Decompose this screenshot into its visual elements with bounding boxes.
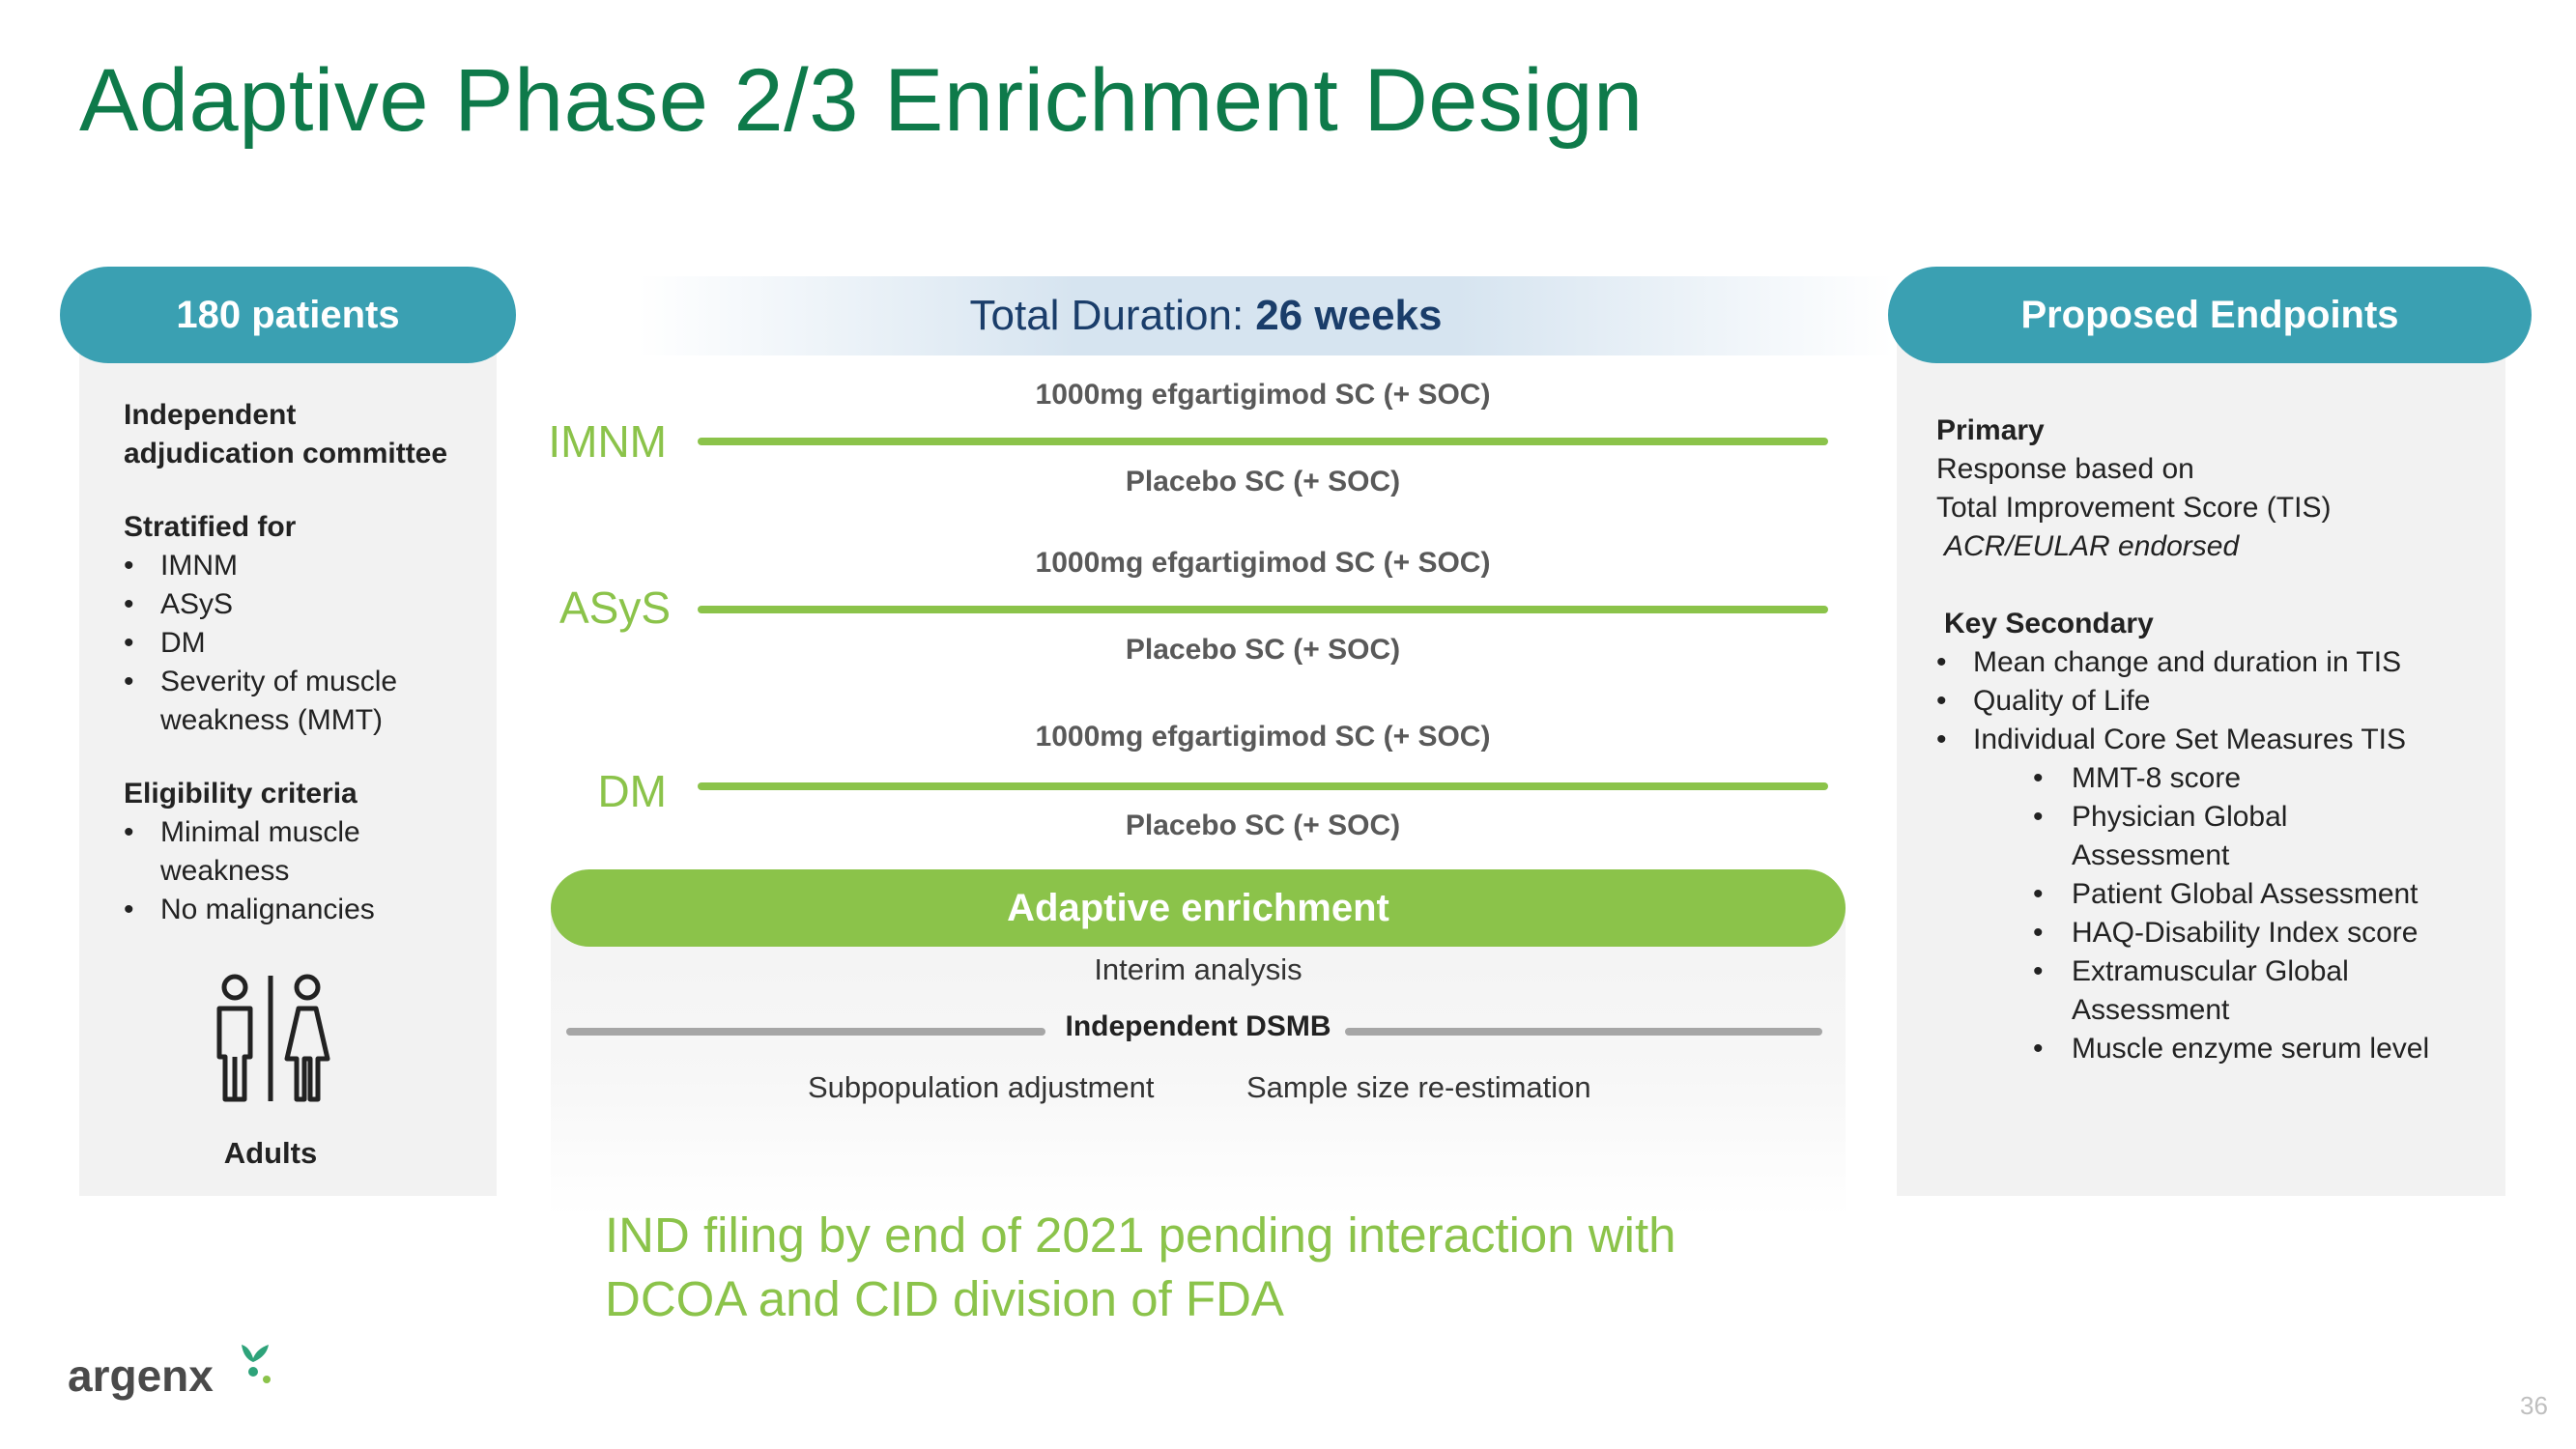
- patients-pill: 180 patients: [60, 267, 516, 363]
- list-item: IMNM: [124, 547, 481, 585]
- secondary-list: Mean change and duration in TIS Quality …: [1936, 643, 2497, 759]
- dsmb-label: Independent DSMB: [1065, 1010, 1331, 1042]
- committee-line: adjudication committee: [124, 438, 448, 469]
- argenx-logo: argenx: [68, 1345, 271, 1401]
- endpoints-pill: Proposed Endpoints: [1888, 267, 2532, 363]
- primary-heading: Primary: [1936, 414, 2045, 446]
- list-item: Minimal muscle: [124, 813, 481, 852]
- ind-note-line: DCOA and CID division of FDA: [605, 1271, 1284, 1326]
- group-label-asys: ASyS: [558, 582, 671, 633]
- primary-text: Total Improvement Score (TIS): [1936, 492, 2332, 524]
- ind-filing-note: IND filing by end of 2021 pending intera…: [605, 1204, 1764, 1331]
- subpopulation-adjustment-label: Subpopulation adjustment: [808, 1070, 1155, 1104]
- primary-note: ACR/EULAR endorsed: [1944, 530, 2240, 562]
- arm-placebo-label: Placebo SC (+ SOC): [1125, 634, 1401, 666]
- list-item: Muscle enzyme serum level: [2033, 1030, 2497, 1068]
- list-item: Quality of Life: [1936, 682, 2497, 721]
- group-label-imnm: IMNM: [548, 416, 667, 467]
- eligibility-block: Eligibility criteria Minimal muscle weak…: [124, 775, 481, 929]
- page-title: Adaptive Phase 2/3 Enrichment Design: [79, 51, 1644, 150]
- list-item-continuation: weakness (MMT): [160, 704, 384, 736]
- list-item: HAQ-Disability Index score: [2033, 914, 2497, 952]
- male-female-people-icon: [216, 974, 330, 1102]
- secondary-heading: Key Secondary: [1944, 608, 2154, 639]
- patients-details: Independent adjudication committee Strat…: [124, 396, 481, 964]
- ind-note-line: IND filing by end of 2021 pending intera…: [605, 1208, 1676, 1263]
- secondary-sub-list: Muscle enzyme serum level: [1936, 1030, 2497, 1068]
- list-item: Mean change and duration in TIS: [1936, 643, 2497, 682]
- arm-treatment-label: 1000mg efgartigimod SC (+ SOC): [1035, 547, 1491, 579]
- list-item-continuation: Assessment: [2072, 994, 2230, 1026]
- duration-banner: [638, 276, 1894, 355]
- arm-line-imnm: [698, 438, 1828, 445]
- duration-prefix: Total Duration:: [969, 292, 1245, 339]
- arm-treatment-label: 1000mg efgartigimod SC (+ SOC): [1035, 379, 1491, 411]
- dsmb-line-right: [1345, 1028, 1822, 1036]
- stratified-heading: Stratified for: [124, 511, 297, 543]
- arm-line-asys: [698, 606, 1828, 613]
- list-item: MMT-8 score: [2033, 759, 2497, 798]
- list-item-continuation: Assessment: [2072, 839, 2230, 871]
- stratified-block: Stratified for IMNM ASyS DM Severity of …: [124, 508, 481, 740]
- adults-label: Adults: [223, 1136, 318, 1170]
- list-item: ASyS: [124, 585, 481, 624]
- list-item: Individual Core Set Measures TIS: [1936, 721, 2497, 759]
- committee-line: Independent: [124, 399, 297, 431]
- eligibility-list-cont: No malignancies: [124, 891, 481, 929]
- stratified-list: IMNM ASyS DM Severity of muscle: [124, 547, 481, 701]
- duration-value: 26 weeks: [1255, 292, 1443, 339]
- eligibility-heading: Eligibility criteria: [124, 778, 358, 810]
- primary-text: Response based on: [1936, 453, 2194, 485]
- list-item: No malignancies: [124, 891, 481, 929]
- adaptive-enrichment-pill: Adaptive enrichment: [551, 869, 1846, 947]
- committee-block: Independent adjudication committee: [124, 396, 481, 473]
- list-item: DM: [124, 624, 481, 663]
- logo-text: argenx: [68, 1350, 214, 1401]
- arm-placebo-label: Placebo SC (+ SOC): [1125, 466, 1401, 497]
- list-item: Extramuscular Global: [2033, 952, 2497, 991]
- secondary-sub-list: MMT-8 score Physician Global: [1936, 759, 2497, 837]
- list-item: Severity of muscle: [124, 663, 481, 701]
- list-item: Patient Global Assessment: [2033, 875, 2497, 914]
- eligibility-list: Minimal muscle: [124, 813, 481, 852]
- arm-placebo-label: Placebo SC (+ SOC): [1125, 810, 1401, 841]
- arm-line-dm: [698, 782, 1828, 790]
- group-label-dm: DM: [597, 766, 667, 816]
- list-item-continuation: weakness: [160, 855, 290, 887]
- page-number: 36: [2520, 1391, 2548, 1420]
- duration-text: Total Duration: 26 weeks: [638, 276, 1774, 355]
- arm-treatment-label: 1000mg efgartigimod SC (+ SOC): [1035, 721, 1491, 753]
- list-item: Physician Global: [2033, 798, 2497, 837]
- interim-analysis-label: Interim analysis: [1094, 952, 1302, 986]
- sample-size-reestimation-label: Sample size re-estimation: [1246, 1070, 1591, 1104]
- dsmb-line-left: [566, 1028, 1045, 1036]
- endpoints-details: Primary Response based on Total Improvem…: [1936, 412, 2497, 1068]
- secondary-sub-list: Patient Global Assessment HAQ-Disability…: [1936, 875, 2497, 991]
